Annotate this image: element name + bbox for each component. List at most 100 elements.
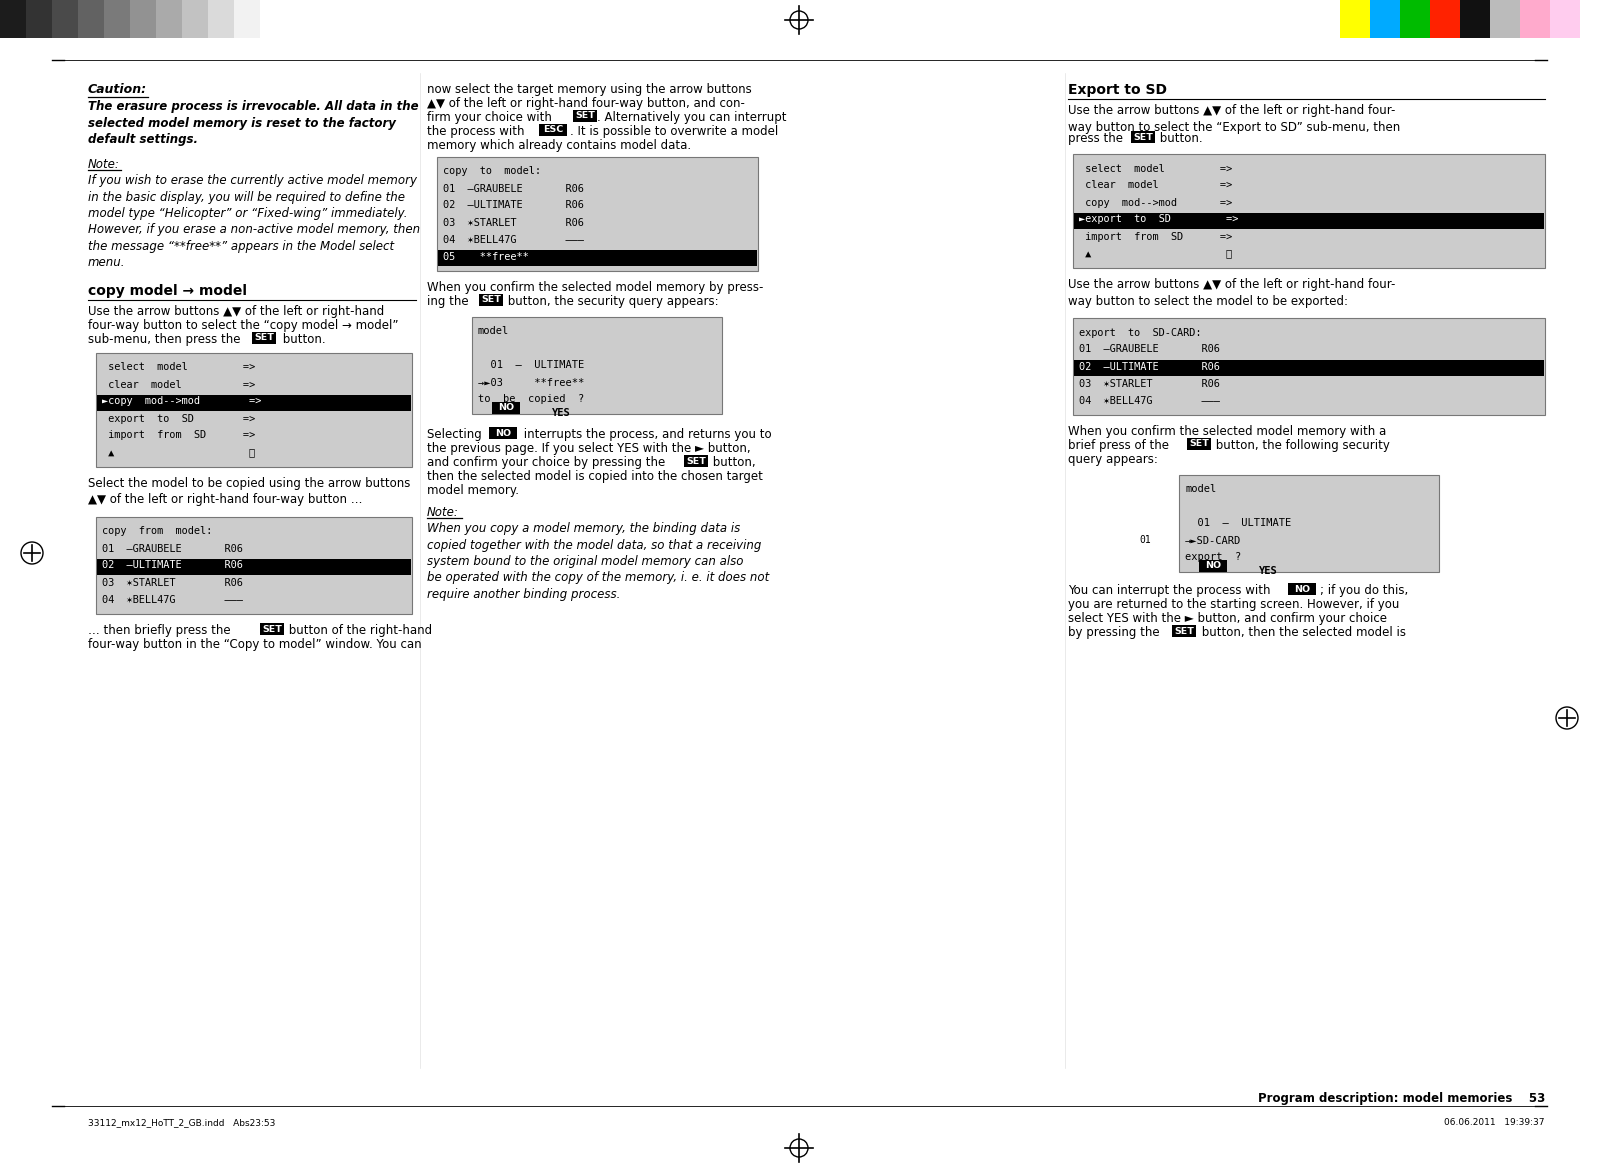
Bar: [1430, 0, 1460, 39]
Text: Caution:: Caution:: [88, 83, 147, 96]
Bar: [182, 0, 208, 39]
Text: by pressing the: by pressing the: [1068, 626, 1164, 639]
Text: brief press of the: brief press of the: [1068, 439, 1172, 452]
Bar: [53, 0, 78, 39]
Bar: [96, 353, 413, 467]
Text: clear  model          =>: clear model =>: [1079, 181, 1233, 190]
Text: copy  mod-->mod       =>: copy mod-->mod =>: [1079, 197, 1233, 208]
Text: ►export  to  SD         =>: ►export to SD =>: [1079, 215, 1238, 224]
Bar: [1130, 131, 1154, 142]
Text: SET: SET: [576, 111, 595, 120]
Bar: [438, 250, 756, 265]
Bar: [684, 456, 708, 467]
Bar: [472, 317, 723, 413]
Text: clear  model          =>: clear model =>: [102, 380, 256, 389]
Text: 01  ―  ULTIMATE: 01 ― ULTIMATE: [1185, 519, 1292, 528]
Text: four-way button in the “Copy to model” window. You can: four-way button in the “Copy to model” w…: [88, 638, 422, 651]
Bar: [98, 558, 411, 575]
Text: ; if you do this,: ; if you do this,: [1321, 584, 1409, 597]
Text: select  model         =>: select model =>: [102, 362, 256, 373]
Text: The erasure process is irrevocable. All data in the
selected model memory is res: The erasure process is irrevocable. All …: [88, 100, 419, 146]
Text: button, then the selected model is: button, then the selected model is: [1198, 626, 1406, 639]
Text: 02  ―ULTIMATE       R06: 02 ―ULTIMATE R06: [102, 561, 243, 570]
Text: export  to  SD        =>: export to SD =>: [102, 413, 256, 424]
Text: SET: SET: [1134, 132, 1153, 141]
Text: 05    **free**: 05 **free**: [443, 251, 529, 262]
Text: ▲▼ of the left or right-hand four-way button, and con-: ▲▼ of the left or right-hand four-way bu…: [427, 97, 745, 110]
Text: model memory.: model memory.: [427, 484, 520, 498]
Bar: [0, 0, 26, 39]
Text: 03  ✶STARLET        R06: 03 ✶STARLET R06: [1079, 378, 1220, 389]
Text: Use the arrow buttons ▲▼ of the left or right-hand four-
way button to select th: Use the arrow buttons ▲▼ of the left or …: [1068, 278, 1396, 307]
Bar: [104, 0, 130, 39]
Text: NO: NO: [1206, 562, 1222, 570]
Text: SET: SET: [254, 334, 273, 342]
Text: … then briefly press the: … then briefly press the: [88, 624, 235, 637]
Bar: [1178, 475, 1439, 572]
Text: 02  ―ULTIMATE       R06: 02 ―ULTIMATE R06: [1079, 362, 1220, 371]
Bar: [78, 0, 104, 39]
Text: When you copy a model memory, the binding data is
copied together with the model: When you copy a model memory, the bindin…: [427, 522, 769, 602]
Text: SET: SET: [481, 296, 500, 305]
Text: Note:: Note:: [88, 158, 120, 171]
Text: 04  ✶BELL47G        ———: 04 ✶BELL47G ———: [102, 595, 243, 605]
Text: button, the following security: button, the following security: [1212, 439, 1390, 452]
Text: copy  to  model:: copy to model:: [443, 167, 540, 176]
Text: NO: NO: [496, 429, 512, 438]
Text: copy model → model: copy model → model: [88, 284, 246, 298]
Text: query appears:: query appears:: [1068, 453, 1158, 466]
Bar: [1075, 213, 1545, 229]
Bar: [1075, 360, 1545, 376]
Text: ▲                      ⎙: ▲ ⎙: [1079, 249, 1233, 258]
Bar: [1340, 0, 1370, 39]
Bar: [26, 0, 53, 39]
Text: import  from  SD      =>: import from SD =>: [1079, 231, 1233, 242]
Text: Select the model to be copied using the arrow buttons
▲▼ of the left or right-ha: Select the model to be copied using the …: [88, 477, 411, 507]
Text: ing the: ing the: [427, 296, 472, 308]
Bar: [492, 402, 520, 413]
Text: the process with: the process with: [427, 125, 528, 138]
Text: firm your choice with: firm your choice with: [427, 111, 555, 124]
Text: button, the security query appears:: button, the security query appears:: [504, 296, 718, 308]
Text: . Alternatively you can interrupt: . Alternatively you can interrupt: [596, 111, 787, 124]
Text: You can interrupt the process with: You can interrupt the process with: [1068, 584, 1274, 597]
Text: 06.06.2011   19:39:37: 06.06.2011 19:39:37: [1444, 1118, 1545, 1127]
Bar: [1186, 438, 1210, 450]
Text: SET: SET: [1174, 626, 1194, 635]
Text: Export to SD: Export to SD: [1068, 83, 1167, 97]
Bar: [208, 0, 233, 39]
Text: NO: NO: [1294, 584, 1310, 593]
Text: Use the arrow buttons ▲▼ of the left or right-hand: Use the arrow buttons ▲▼ of the left or …: [88, 305, 384, 318]
Text: interrupts the process, and returns you to: interrupts the process, and returns you …: [520, 427, 772, 442]
Text: Program description: model memories    53: Program description: model memories 53: [1258, 1092, 1545, 1105]
Text: 04  ✶BELL47G        ———: 04 ✶BELL47G ———: [443, 235, 584, 244]
Bar: [1073, 318, 1545, 415]
Text: SET: SET: [1190, 439, 1209, 449]
Text: 33112_mx12_HoTT_2_GB.indd   Abs23:53: 33112_mx12_HoTT_2_GB.indd Abs23:53: [88, 1118, 275, 1127]
Text: ESC: ESC: [544, 125, 563, 134]
Bar: [572, 110, 596, 121]
Text: the previous page. If you select YES with the ► button,: the previous page. If you select YES wit…: [427, 442, 750, 456]
Bar: [1199, 559, 1226, 572]
Text: button.: button.: [1156, 132, 1202, 145]
Bar: [96, 517, 413, 614]
Text: memory which already contains model data.: memory which already contains model data…: [427, 139, 691, 152]
Text: When you confirm the selected model memory with a: When you confirm the selected model memo…: [1068, 425, 1386, 438]
Text: ►copy  mod-->mod        =>: ►copy mod-->mod =>: [102, 396, 261, 406]
Text: button.: button.: [278, 333, 326, 346]
Text: to  be  copied  ?: to be copied ?: [478, 395, 584, 404]
Text: export  to  SD-CARD:: export to SD-CARD:: [1079, 327, 1201, 338]
Text: . It is possible to overwrite a model: . It is possible to overwrite a model: [569, 125, 779, 138]
Text: sub-menu, then press the: sub-menu, then press the: [88, 333, 245, 346]
Bar: [1521, 0, 1549, 39]
Text: then the selected model is copied into the chosen target: then the selected model is copied into t…: [427, 470, 763, 484]
Bar: [437, 157, 758, 271]
Text: and confirm your choice by pressing the: and confirm your choice by pressing the: [427, 456, 668, 470]
Text: press the: press the: [1068, 132, 1127, 145]
Bar: [1370, 0, 1401, 39]
Text: SET: SET: [262, 625, 281, 633]
Text: export  ?: export ?: [1185, 552, 1241, 563]
Bar: [253, 332, 277, 345]
Text: select YES with the ► button, and confirm your choice: select YES with the ► button, and confir…: [1068, 612, 1386, 625]
Bar: [1401, 0, 1430, 39]
